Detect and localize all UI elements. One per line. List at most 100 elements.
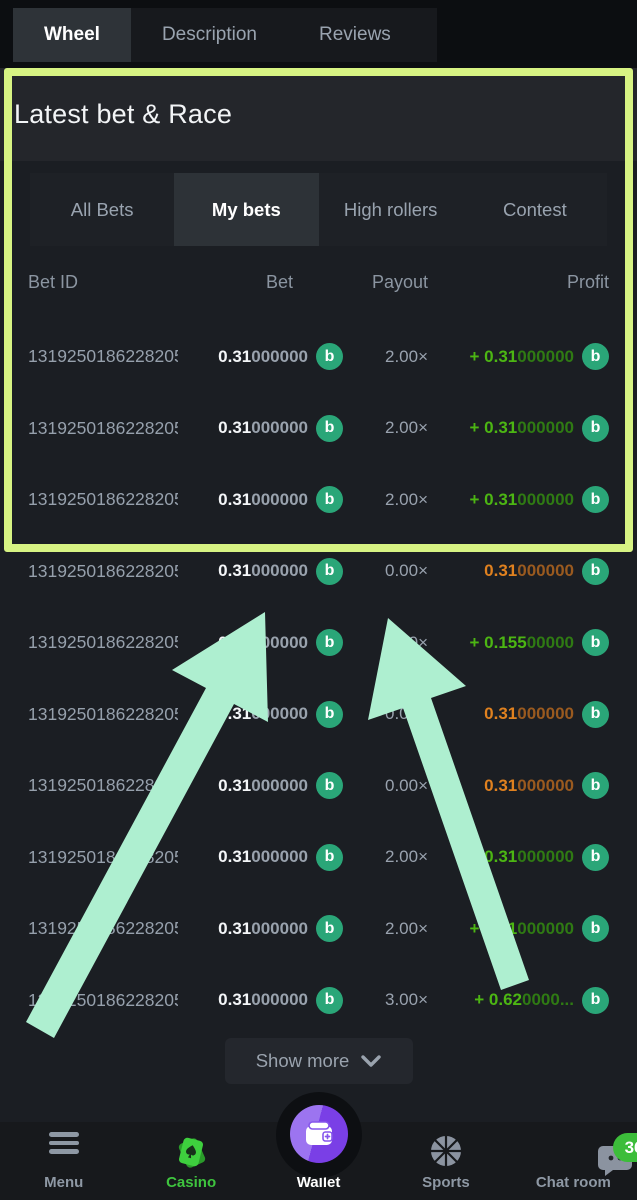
wallet-icon[interactable] bbox=[289, 1105, 348, 1163]
section-title: Latest bet & Race bbox=[14, 99, 233, 129]
tab-description[interactable]: Description bbox=[161, 24, 257, 45]
bet-amount-cell: 0.31 000000 b bbox=[178, 629, 343, 657]
show-more-button[interactable]: Show more bbox=[224, 1038, 413, 1084]
bet-amount-main: 0.31 bbox=[218, 346, 252, 366]
bet-id: 1319250186228205 bbox=[28, 846, 178, 867]
header-profit: Profit bbox=[566, 271, 609, 292]
header-bet-id: Bet ID bbox=[28, 271, 79, 292]
profit-cell: 0.31 000000 b bbox=[428, 700, 609, 728]
subtab-all-bets[interactable]: All Bets bbox=[70, 198, 134, 220]
profit-zeros: 000000 bbox=[517, 561, 574, 581]
bet-id: 1319250186228205 bbox=[28, 775, 178, 796]
header-bet: Bet bbox=[265, 271, 293, 292]
bet-amount-main: 0.31 bbox=[218, 990, 252, 1010]
bet-amount-main: 0.31 bbox=[218, 918, 252, 938]
profit-zeros: 00000 bbox=[526, 632, 574, 652]
payout-multiplier: 3.00× bbox=[384, 990, 428, 1010]
coin-icon: b bbox=[582, 343, 609, 371]
nav-item-sports[interactable]: Sports bbox=[382, 1122, 509, 1200]
profit-zeros: 000000 bbox=[517, 418, 574, 438]
profit-cell: 0.31 000000 b bbox=[428, 772, 609, 800]
tab-wheel[interactable]: Wheel bbox=[13, 8, 131, 62]
subtab-high-rollers[interactable]: High rollers bbox=[343, 198, 438, 220]
profit-zeros: 000000 bbox=[517, 489, 574, 509]
chevron-down-icon bbox=[361, 1054, 381, 1067]
profit-main: + 0.155 bbox=[469, 632, 527, 652]
profit-main: + 0.31 bbox=[469, 346, 518, 366]
coin-icon: b bbox=[582, 772, 609, 800]
nav-label-menu: Menu bbox=[44, 1174, 84, 1191]
bet-amount-zeros: 000000 bbox=[251, 418, 308, 438]
profit-cell: + 0.62 0000... b bbox=[428, 986, 609, 1014]
table-row[interactable]: 1319250186228205 0.31 000000 b 0.00× 0.31… bbox=[0, 679, 637, 751]
bet-amount-zeros: 000000 bbox=[251, 918, 308, 938]
bet-amount-zeros: 000000 bbox=[251, 847, 308, 867]
coin-icon: b bbox=[582, 629, 609, 657]
coin-icon: b bbox=[316, 557, 343, 585]
profit-zeros: 000000 bbox=[517, 775, 574, 795]
nav-item-chat[interactable]: 36 Chat room bbox=[510, 1122, 637, 1200]
coin-icon: b bbox=[316, 700, 343, 728]
coin-icon: b bbox=[582, 700, 609, 728]
coin-icon: b bbox=[316, 629, 343, 657]
payout-multiplier: 2.00× bbox=[384, 418, 428, 438]
table-row[interactable]: 1319250186228205 0.31 000000 b 1.50× + 0.… bbox=[0, 607, 637, 679]
bets-subtabs: All Bets My bets High rollers Contest bbox=[30, 173, 607, 246]
bet-id: 1319250186228205 bbox=[28, 918, 178, 939]
profit-zeros: 000000 bbox=[517, 918, 574, 938]
table-row[interactable]: 1319250186228205 0.31 000000 b 3.00× + 0.… bbox=[0, 965, 637, 1037]
table-row[interactable]: 1319250186228205 0.31 000000 b 0.00× 0.31… bbox=[0, 750, 637, 822]
profit-zeros: 000000 bbox=[517, 847, 574, 867]
subtab-contest[interactable]: Contest bbox=[502, 198, 567, 220]
bet-amount-zeros: 000000 bbox=[251, 775, 308, 795]
payout-multiplier: 0.00× bbox=[384, 561, 428, 581]
profit-zeros: 000000 bbox=[517, 346, 574, 366]
casino-icon bbox=[170, 1132, 212, 1179]
profit-main: + 0.62 bbox=[474, 990, 522, 1010]
profit-zeros: 0000... bbox=[522, 990, 574, 1010]
table-row[interactable]: 1319250186228205 0.31 000000 b 2.00× + 0.… bbox=[0, 464, 637, 536]
bet-id: 1319250186228205 bbox=[28, 989, 178, 1010]
chat-icon: 36 bbox=[597, 1133, 637, 1184]
profit-main: 0.31 bbox=[484, 561, 518, 581]
nav-label-chat: Chat room bbox=[535, 1174, 611, 1191]
payout-multiplier: 2.00× bbox=[384, 847, 428, 867]
bet-amount-main: 0.31 bbox=[218, 704, 252, 724]
coin-icon: b bbox=[316, 772, 343, 800]
nav-item-casino[interactable]: Casino bbox=[127, 1122, 254, 1200]
bet-amount-main: 0.31 bbox=[218, 418, 252, 438]
bet-amount-cell: 0.31 000000 b bbox=[178, 772, 343, 800]
table-row[interactable]: 1319250186228205 0.31 000000 b 2.00× + 0.… bbox=[0, 393, 637, 465]
table-row[interactable]: 1319250186228205 0.31 000000 b 2.00× + 0.… bbox=[0, 321, 637, 393]
profit-main: + 0.31 bbox=[469, 847, 518, 867]
profit-main: 0.31 bbox=[484, 775, 518, 795]
table-row[interactable]: 1319250186228205 0.31 000000 b 2.00× + 0.… bbox=[0, 822, 637, 894]
bet-amount-main: 0.31 bbox=[218, 632, 252, 652]
bet-id: 1319250186228205 bbox=[28, 417, 178, 438]
section-title-band: Latest bet & Race bbox=[0, 68, 637, 161]
profit-cell: + 0.31 000000 b bbox=[428, 915, 609, 943]
payout-multiplier: 0.00× bbox=[384, 704, 428, 724]
profit-main: 0.31 bbox=[484, 704, 518, 724]
coin-icon: b bbox=[316, 915, 343, 943]
coin-icon: b bbox=[582, 486, 609, 514]
table-row[interactable]: 1319250186228205 0.31 000000 b 0.00× 0.31… bbox=[0, 536, 637, 608]
nav-item-menu[interactable]: Menu bbox=[0, 1122, 127, 1200]
nav-label-wallet: Wallet bbox=[296, 1174, 341, 1191]
tab-reviews[interactable]: Reviews bbox=[319, 24, 391, 45]
bet-amount-main: 0.31 bbox=[218, 775, 252, 795]
subtab-my-bets[interactable]: My bets bbox=[174, 173, 319, 246]
bet-id: 1319250186228205 bbox=[28, 632, 178, 653]
table-row[interactable]: 1319250186228205 0.31 000000 b 2.00× + 0.… bbox=[0, 893, 637, 965]
nav-item-wallet[interactable]: Wallet bbox=[255, 1092, 382, 1200]
bet-amount-cell: 0.31 000000 b bbox=[178, 414, 343, 442]
bet-id: 1319250186228205 bbox=[28, 703, 178, 724]
payout-multiplier: 2.00× bbox=[384, 489, 428, 509]
profit-cell: + 0.31 000000 b bbox=[428, 343, 609, 371]
bet-id: 1319250186228205 bbox=[28, 346, 178, 367]
coin-icon: b bbox=[582, 557, 609, 585]
profit-main: + 0.31 bbox=[469, 418, 518, 438]
profit-zeros: 000000 bbox=[517, 704, 574, 724]
nav-label-casino: Casino bbox=[166, 1174, 217, 1191]
